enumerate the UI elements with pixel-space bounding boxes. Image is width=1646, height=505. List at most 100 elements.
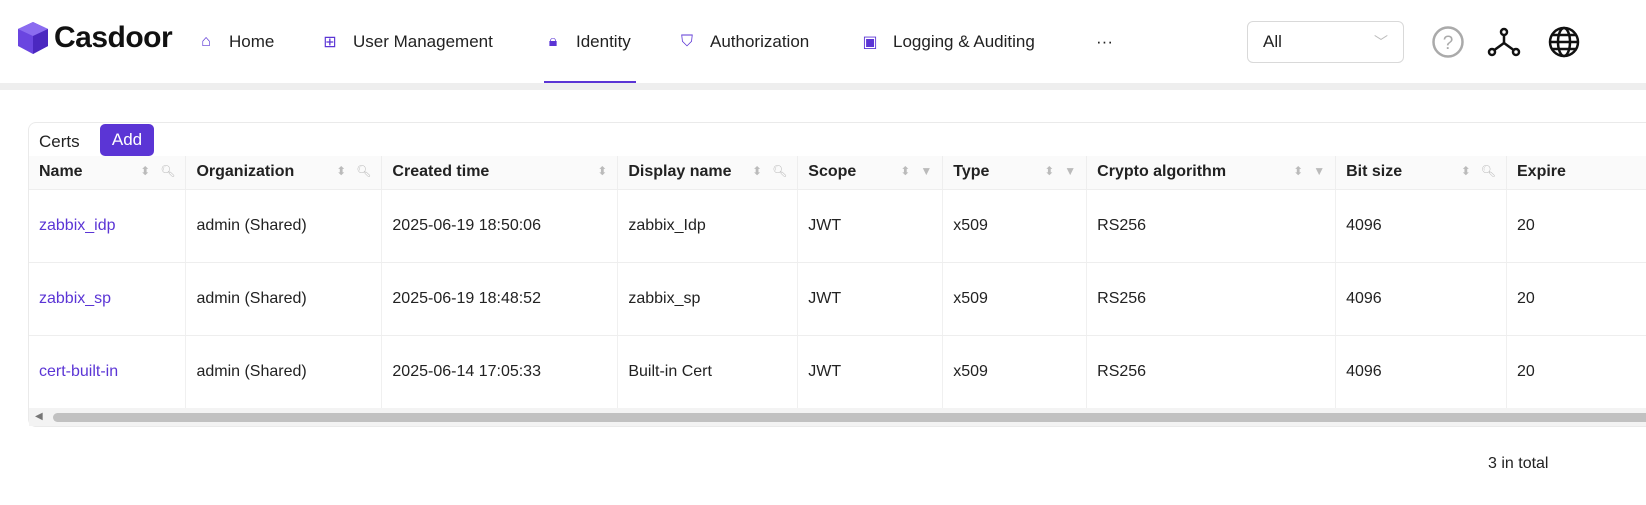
organization-select[interactable]: All ﹀ [1247, 21, 1404, 63]
table-cell: 4096 [1335, 335, 1507, 409]
cert-name-link[interactable]: zabbix_idp [39, 216, 116, 234]
table-cell: zabbix_idp [29, 189, 187, 263]
search-icon[interactable]: 🔍︎ [160, 164, 176, 178]
grid-icon: ⊞ [323, 33, 337, 51]
table-cell: 20 [1506, 189, 1646, 263]
nav-label: Authorization [710, 31, 810, 51]
casdoor-logo[interactable]: Casdoor [16, 20, 173, 56]
table-row: cert-built-in admin (Shared) 2025-06-14 17… [29, 335, 1646, 409]
table-cell: 2025-06-19 18:50:06 [381, 189, 619, 263]
table-cell: admin (Shared) [185, 189, 383, 263]
table-cell: 2025-06-19 18:48:52 [381, 262, 619, 336]
table-cell: 20 [1506, 262, 1646, 336]
table-cell: 4096 [1335, 189, 1507, 263]
nav-identity[interactable]: 🔒︎ Identity [544, 0, 636, 83]
header-label: Scope [808, 163, 857, 181]
cert-name-link[interactable]: zabbix_sp [39, 289, 112, 307]
scroll-left-icon[interactable]: ◀ [35, 411, 43, 422]
header-label: Bit size [1346, 163, 1403, 181]
nav-user-management[interactable]: ⊞ User Management [321, 0, 493, 83]
header-label: Organization [196, 163, 295, 181]
table-cell: zabbix_sp [617, 262, 799, 336]
nav-authorization[interactable]: ⛉ Authorization [678, 0, 809, 83]
sort-icon[interactable]: ⬍ [1460, 164, 1471, 178]
table-cell: admin (Shared) [185, 262, 383, 336]
table-cell: Built-in Cert [617, 335, 799, 409]
help-icon[interactable]: ? [1432, 26, 1464, 58]
shield-check-icon: ⛉ [680, 32, 693, 50]
table-cell: RS256 [1086, 262, 1337, 336]
sort-icon[interactable]: ⬍ [752, 164, 763, 178]
column-header-name[interactable]: Name ⬍ 🔍︎ [29, 156, 187, 190]
filter-icon[interactable]: ▼ [1064, 164, 1077, 178]
pagination-total: 3 in total [1488, 455, 1549, 472]
filter-icon[interactable]: ▼ [1313, 164, 1326, 178]
sort-icon[interactable]: ⬍ [900, 164, 911, 178]
nav-label: Home [229, 31, 275, 51]
add-button[interactable]: Add [100, 124, 154, 156]
table-cell: 20 [1506, 335, 1646, 409]
chevron-down-icon: ﹀ [1374, 34, 1388, 50]
table-row: zabbix_sp admin (Shared) 2025-06-19 18:48:… [29, 262, 1646, 336]
language-globe-icon[interactable] [1548, 26, 1580, 58]
table-header-row: Name ⬍ 🔍︎ Organization ⬍ 🔍︎ Created time ⬍ Di… [29, 156, 1646, 190]
header-label: Expire [1517, 163, 1566, 181]
column-header-expire[interactable]: Expire [1506, 156, 1646, 190]
table-cell: 4096 [1335, 262, 1507, 336]
card-title: Certs [39, 132, 80, 151]
nav-label: ··· [1096, 31, 1113, 51]
column-header-crypto-algorithm[interactable]: Crypto algorithm ⬍ ▼ [1086, 156, 1337, 190]
sort-icon[interactable]: ⬍ [597, 164, 608, 178]
column-header-scope[interactable]: Scope ⬍ ▼ [797, 156, 944, 190]
lock-icon: 🔒︎ [548, 32, 558, 50]
table-cell: JWT [797, 189, 944, 263]
sort-icon[interactable]: ⬍ [140, 164, 151, 178]
certs-table: Name ⬍ 🔍︎ Organization ⬍ 🔍︎ Created time ⬍ Di… [29, 156, 1646, 409]
header-label: Name [39, 163, 83, 181]
brand-name: Casdoor [54, 21, 173, 54]
scrollbar-thumb[interactable] [53, 413, 1646, 422]
nav-logging-auditing[interactable]: ▣ Logging & Auditing [861, 0, 1035, 83]
column-header-bit-size[interactable]: Bit size ⬍ 🔍︎ [1335, 156, 1507, 190]
column-header-organization[interactable]: Organization ⬍ 🔍︎ [185, 156, 383, 190]
svg-text:?: ? [1443, 33, 1454, 54]
filter-icon[interactable]: ▼ [920, 164, 933, 178]
nav-home[interactable]: ⌂ Home [197, 0, 274, 83]
column-header-type[interactable]: Type ⬍ ▼ [942, 156, 1088, 190]
table-cell: cert-built-in [29, 335, 187, 409]
column-header-display-name[interactable]: Display name ⬍ 🔍︎ [617, 156, 799, 190]
table-cell: JWT [797, 262, 944, 336]
header-label: Created time [392, 163, 490, 181]
sort-icon[interactable]: ⬍ [1044, 164, 1055, 178]
table-cell: zabbix_Idp [617, 189, 799, 263]
nav-label: Logging & Auditing [893, 31, 1035, 51]
header-label: Crypto algorithm [1097, 163, 1227, 181]
cert-name-link[interactable]: cert-built-in [39, 362, 119, 380]
column-header-created-time[interactable]: Created time ⬍ [381, 156, 619, 190]
header-shadow [0, 83, 1646, 90]
table-cell: JWT [797, 335, 944, 409]
search-icon[interactable]: 🔍︎ [1480, 164, 1496, 178]
home-icon: ⌂ [201, 32, 211, 50]
table-cell: admin (Shared) [185, 335, 383, 409]
nav-label: User Management [353, 31, 493, 51]
logo-cube-icon [18, 22, 48, 54]
horizontal-scrollbar[interactable]: ◀ [29, 408, 1646, 426]
sort-icon[interactable]: ⬍ [336, 164, 347, 178]
table-row: zabbix_idp admin (Shared) 2025-06-19 18:50… [29, 189, 1646, 263]
table-cell: RS256 [1086, 189, 1337, 263]
search-icon[interactable]: 🔍︎ [356, 164, 372, 178]
wallet-icon: ▣ [862, 33, 878, 51]
top-navbar: Casdoor ⌂ Home ⊞ User Management 🔒︎ Identit… [0, 0, 1646, 83]
header-label: Type [953, 163, 990, 181]
sort-icon[interactable]: ⬍ [1293, 164, 1304, 178]
header-label: Display name [628, 163, 732, 181]
table-cell: x509 [942, 189, 1088, 263]
select-value: All [1263, 32, 1282, 51]
table-cell: RS256 [1086, 335, 1337, 409]
table-cell: x509 [942, 335, 1088, 409]
search-icon[interactable]: 🔍︎ [772, 164, 788, 178]
network-icon[interactable] [1487, 27, 1521, 59]
nav-more[interactable]: ··· [1096, 0, 1113, 83]
table-cell: x509 [942, 262, 1088, 336]
